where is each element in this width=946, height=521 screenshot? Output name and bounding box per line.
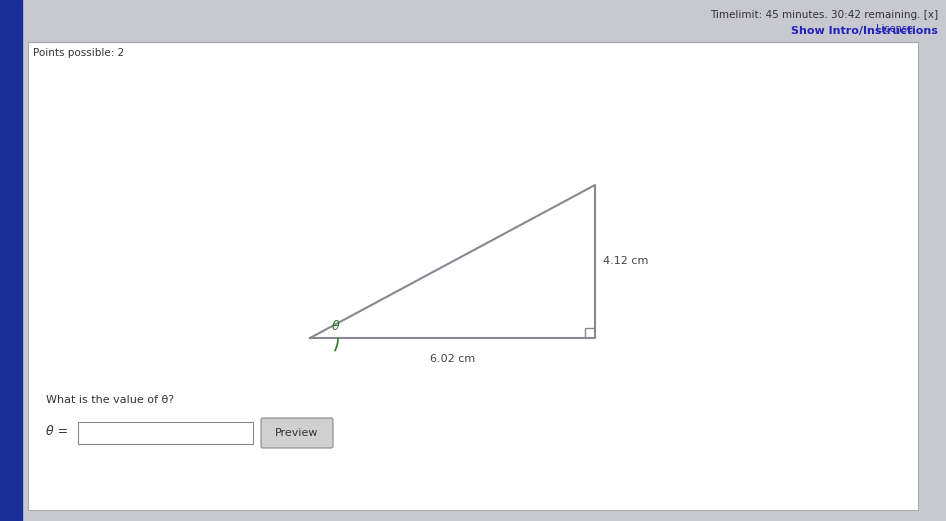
Text: θ =: θ =	[46, 425, 68, 438]
Text: Timelimit: 45 minutes. 30:42 remaining. [x]: Timelimit: 45 minutes. 30:42 remaining. …	[710, 10, 938, 20]
Text: θ: θ	[332, 320, 340, 333]
Text: 6.02 cm: 6.02 cm	[429, 354, 475, 364]
Text: License: License	[876, 24, 913, 34]
Bar	[78, 422, 253, 444]
Text: 4.12 cm: 4.12 cm	[603, 256, 648, 267]
Text: Show Intro/Instructions: Show Intro/Instructions	[791, 26, 938, 36]
Bar	[28, 42, 918, 510]
Text: Preview: Preview	[275, 428, 319, 438]
Text: Points possible: 2: Points possible: 2	[33, 48, 124, 58]
Text: What is the value of θ?: What is the value of θ?	[46, 395, 174, 405]
FancyBboxPatch shape	[261, 418, 333, 448]
Bar	[0, 0, 22, 521]
